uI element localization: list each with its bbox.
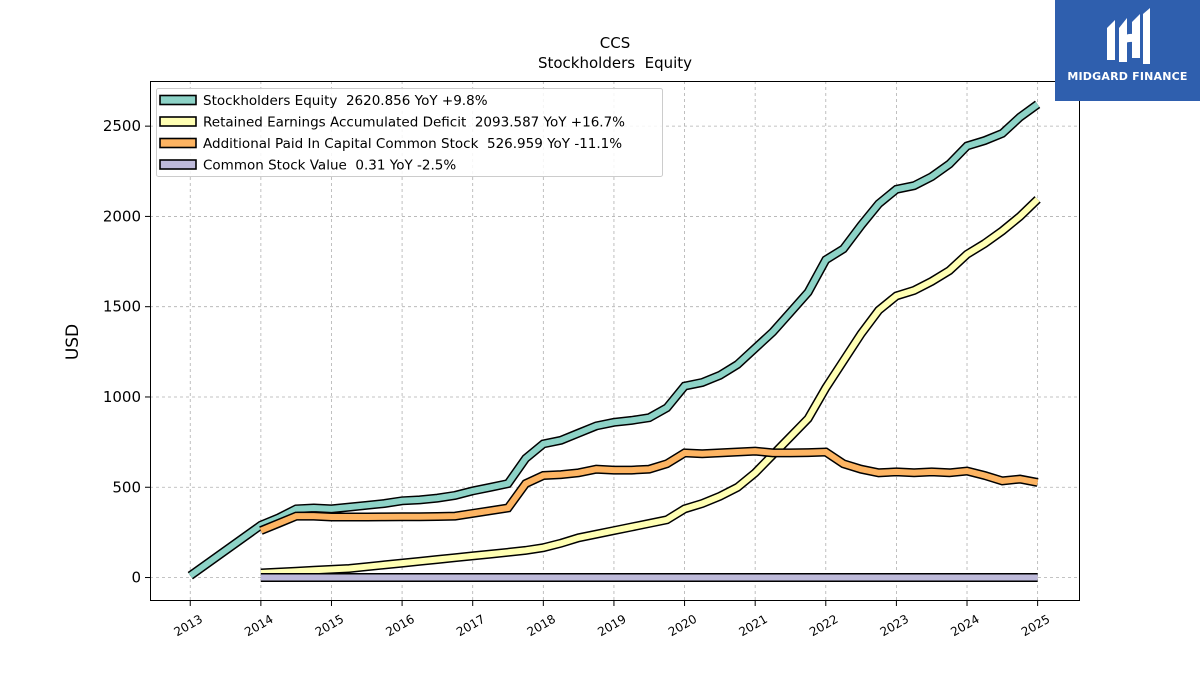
legend-box [156, 88, 663, 177]
y-axis-label: USD [63, 324, 83, 360]
y-tick-label: 1000 [103, 388, 141, 406]
y-tick-label: 2500 [103, 117, 141, 135]
legend-swatch [159, 116, 197, 127]
legend-swatch [159, 137, 197, 149]
series-retained-earnings-accumulated-deficit [260, 196, 1041, 578]
legend-swatch [159, 159, 197, 170]
legend-swatch [159, 94, 197, 106]
y-tick-label: 1500 [103, 298, 141, 316]
series-line [260, 197, 1040, 576]
series-stockholders-equity [187, 100, 1041, 580]
x-tick-label: 2017 [454, 612, 487, 639]
brand-logo: MIDGARD FINANCE [1055, 0, 1200, 101]
legend: Stockholders Equity 2620.856 YoY +9.8% Re… [156, 88, 663, 177]
x-tick-label: 2025 [1019, 612, 1052, 639]
x-tick-label: 2013 [172, 612, 205, 639]
legend-label: Stockholders Equity 2620.856 YoY +9.8% [203, 93, 488, 109]
series-layer [187, 100, 1041, 582]
series-line [259, 448, 1039, 534]
plot-frame [150, 81, 1080, 601]
legend-label: Common Stock Value 0.31 YoY -2.5% [203, 158, 456, 174]
x-axis: 2013 2014 2015 2016 2017 2018 2019 2020 2021 2022… [172, 601, 1052, 639]
x-tick-label: 2023 [878, 612, 911, 639]
x-tick-label: 2015 [313, 612, 346, 639]
chart-title: CCS [600, 34, 630, 52]
x-tick-label: 2022 [807, 612, 840, 639]
legend-label: Retained Earnings Accumulated Deficit 20… [203, 115, 625, 131]
series-additional-paid-in-capital-common-stock [259, 446, 1039, 535]
x-tick-label: 2014 [242, 612, 275, 639]
x-tick-label: 2016 [383, 612, 416, 639]
midgard-logo-mark-icon [1107, 8, 1150, 64]
y-tick-label: 0 [131, 569, 141, 587]
y-tick-label: 2000 [103, 207, 141, 225]
legend-label: Additional Paid In Capital Common Stock … [203, 136, 622, 152]
x-tick-label: 2021 [736, 612, 769, 639]
y-tick-label: 500 [112, 478, 141, 496]
x-tick-label: 2020 [666, 612, 699, 639]
chart-subtitle: Stockholders Equity [538, 54, 692, 72]
brand-name: MIDGARD FINANCE [1067, 70, 1188, 83]
x-tick-label: 2018 [525, 612, 558, 639]
x-tick-label: 2024 [948, 612, 981, 639]
series-line [188, 101, 1040, 579]
y-axis: 0 500 1000 1500 2000 2500 [103, 117, 150, 587]
x-tick-label: 2019 [595, 612, 628, 639]
